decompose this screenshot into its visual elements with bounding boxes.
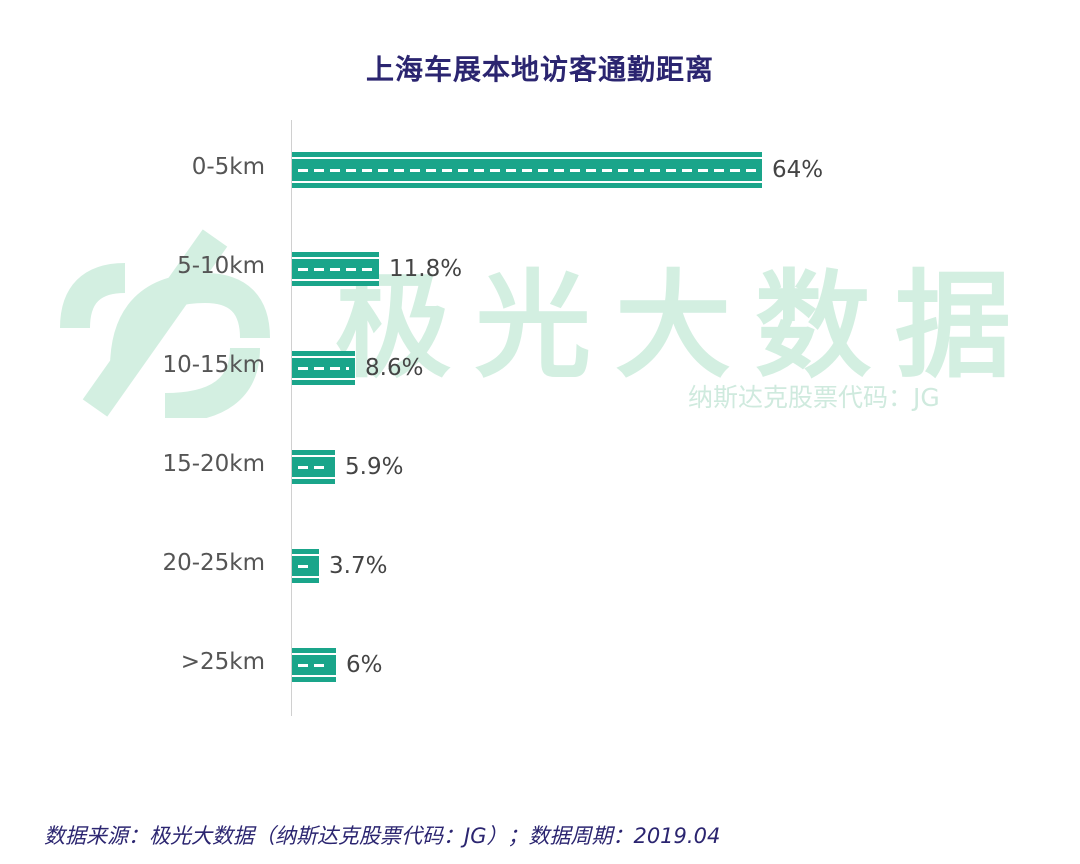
category-label: 5-10km bbox=[177, 253, 265, 279]
bar bbox=[292, 648, 336, 682]
value-label: 8.6% bbox=[365, 355, 424, 381]
value-label: 11.8% bbox=[389, 256, 463, 282]
category-label: 15-20km bbox=[162, 451, 265, 477]
watermark-brand: 极光大数据 bbox=[335, 259, 1035, 394]
value-label: 64% bbox=[772, 157, 824, 183]
value-label: 6% bbox=[346, 652, 383, 678]
bar bbox=[292, 351, 355, 385]
category-label: 20-25km bbox=[162, 550, 265, 576]
watermark-logo-icon bbox=[60, 229, 270, 418]
category-label: >25km bbox=[180, 649, 265, 675]
y-axis-line bbox=[291, 120, 292, 716]
bar bbox=[292, 152, 762, 188]
data-source-note: 数据来源：极光大数据（纳斯达克股票代码：JG）；数据周期：2019.04 bbox=[44, 824, 721, 848]
watermark-ticker: 纳斯达克股票代码：JG bbox=[688, 383, 940, 412]
bar bbox=[292, 450, 335, 484]
bar bbox=[292, 549, 319, 583]
bar bbox=[292, 252, 379, 286]
category-label: 10-15km bbox=[162, 352, 265, 378]
value-label: 3.7% bbox=[329, 553, 388, 579]
category-label: 0-5km bbox=[191, 154, 265, 180]
value-label: 5.9% bbox=[345, 454, 404, 480]
chart-title: 上海车展本地访客通勤距离 bbox=[365, 53, 714, 86]
